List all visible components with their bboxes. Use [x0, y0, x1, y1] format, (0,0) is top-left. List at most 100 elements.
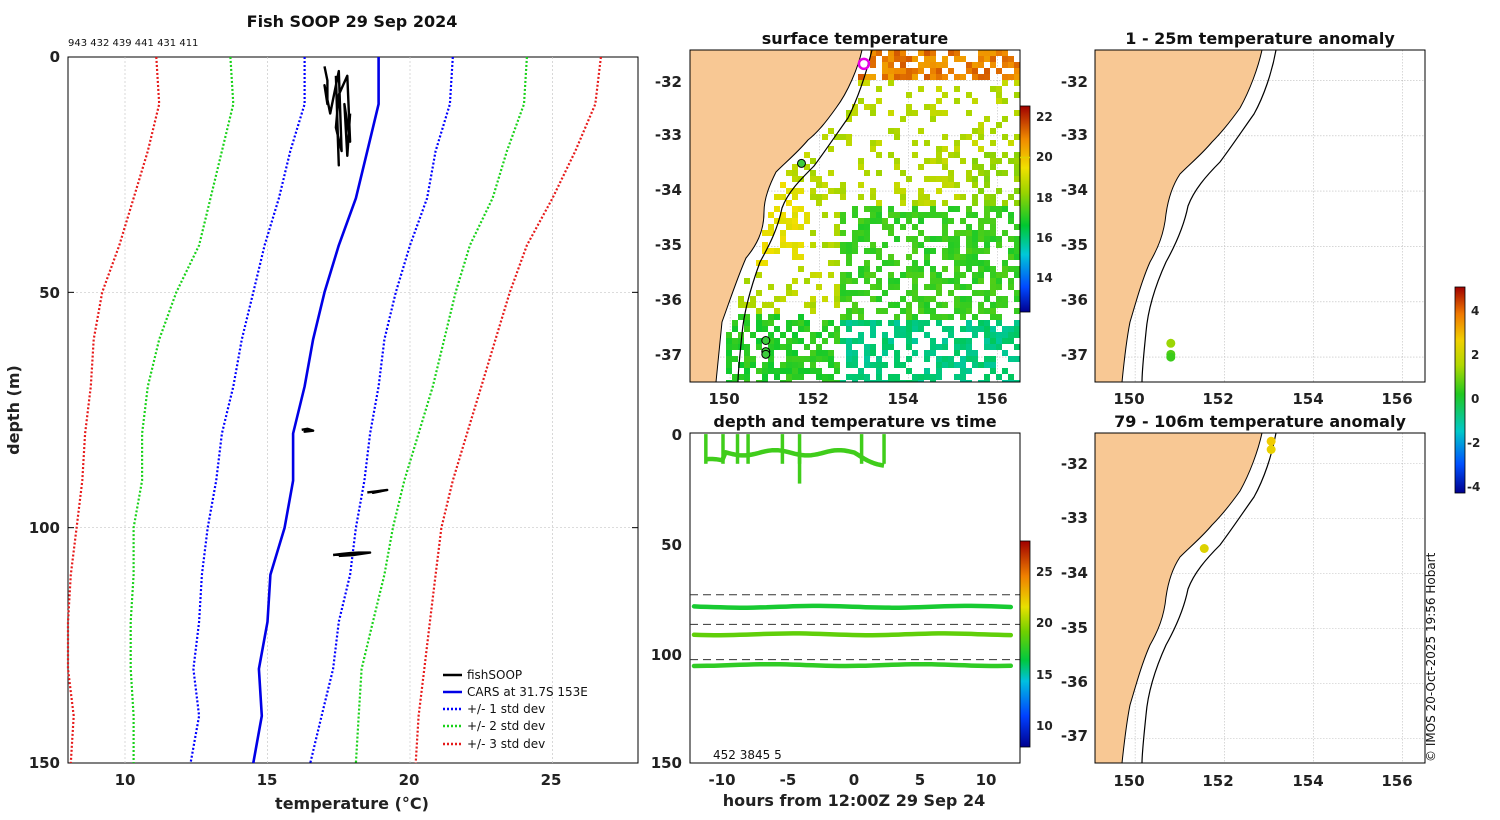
sst-pixel — [744, 326, 750, 332]
sst-pixel — [990, 326, 996, 332]
sst-pixel — [996, 242, 1002, 248]
sst-pixel — [972, 290, 978, 296]
anomaly-colorbar: 4 2 0 -2 -4 — [1454, 286, 1480, 494]
sst-pixel — [906, 380, 912, 382]
sst-pixel — [894, 380, 900, 382]
sst-pixel — [978, 266, 984, 272]
sst-pixel — [912, 74, 918, 80]
sst-pixel — [996, 68, 1002, 74]
sst-pixel — [894, 356, 900, 362]
sst-pixel — [966, 248, 972, 254]
sst-pixel — [870, 332, 876, 338]
anom-shallow-ytick-label: -35 — [1061, 236, 1088, 254]
sst-pixel — [954, 302, 960, 308]
sst-pixel — [900, 194, 906, 200]
sst-pixel — [942, 182, 948, 188]
sst-pixel — [864, 290, 870, 296]
sst-pixel — [852, 242, 858, 248]
profile-line-cars-mean — [252, 57, 380, 764]
anom-deep-xtick-label: 150 — [1113, 772, 1144, 790]
sst-pixel — [942, 56, 948, 62]
sst-xtick-label: 150 — [708, 390, 739, 408]
sst-pixel — [792, 164, 798, 170]
sst-pixel — [984, 194, 990, 200]
sst-pixel — [966, 212, 972, 218]
sst-pixel — [912, 290, 918, 296]
sst-pixel — [786, 188, 792, 194]
sst-pixel — [864, 248, 870, 254]
sst-pixel — [894, 182, 900, 188]
sst-pixel — [942, 278, 948, 284]
sst-pixel — [1014, 308, 1020, 314]
sst-pixel — [984, 236, 990, 242]
sst-pixel — [936, 74, 942, 80]
sst-colorbar-tick: 14 — [1036, 271, 1053, 285]
sst-ytick-label: -32 — [655, 73, 682, 91]
depth-time-colorbar-gradient — [1019, 540, 1031, 748]
sst-pixel — [912, 266, 918, 272]
sst-pixel — [840, 212, 846, 218]
sst-pixel — [1008, 266, 1014, 272]
sst-pixel — [756, 344, 762, 350]
sst-pixel — [804, 344, 810, 350]
sst-pixel — [966, 266, 972, 272]
sst-pixel — [756, 272, 762, 278]
depth-time-dashed-lines — [690, 594, 1020, 661]
sst-pixel — [1014, 380, 1020, 382]
sst-pixel — [984, 74, 990, 80]
sst-pixel — [966, 242, 972, 248]
sst-pixel — [918, 86, 924, 92]
sst-pixel — [930, 158, 936, 164]
sst-pixel — [804, 278, 810, 284]
sst-panel: surface temperature -32 -33 -34 -35 -36 … — [655, 29, 1053, 408]
sst-pixel — [942, 266, 948, 272]
sst-pixel — [900, 308, 906, 314]
sst-pixel — [1014, 344, 1020, 350]
sst-pixel — [936, 98, 942, 104]
sst-pixel — [840, 194, 846, 200]
sst-pixel — [774, 344, 780, 350]
sst-pixel — [906, 92, 912, 98]
sst-pixel — [912, 326, 918, 332]
sst-pixel — [930, 314, 936, 320]
sst-pixel — [984, 374, 990, 380]
depth-time-xtick-label: 5 — [915, 771, 925, 789]
sst-pixel — [906, 290, 912, 296]
sst-pixel — [918, 128, 924, 134]
sst-pixel — [930, 62, 936, 68]
sst-pixel — [960, 374, 966, 380]
sst-pixel — [1008, 284, 1014, 290]
sst-pixel — [840, 296, 846, 302]
profile-xtick-label: 20 — [399, 771, 420, 789]
sst-pixel — [984, 176, 990, 182]
sst-pixel — [726, 362, 732, 368]
sst-pixel — [930, 374, 936, 380]
sst-pixel — [744, 380, 750, 382]
sst-pixel — [744, 356, 750, 362]
sst-pixel — [1014, 152, 1020, 158]
sst-pixel — [954, 362, 960, 368]
anom-deep-ticks: -32 -33 -34 -35 -36 -37 150 152 154 156 — [1061, 455, 1413, 790]
sst-pixel — [846, 362, 852, 368]
sst-pixel — [780, 218, 786, 224]
sst-pixel — [810, 188, 816, 194]
sst-pixel — [828, 374, 834, 380]
sst-pixel — [798, 242, 804, 248]
sst-pixel — [822, 374, 828, 380]
sst-pixel — [810, 338, 816, 344]
sst-pixel — [888, 374, 894, 380]
sst-pixel — [834, 242, 840, 248]
sst-pixel — [972, 212, 978, 218]
sst-pixel — [1002, 260, 1008, 266]
sst-pixel — [918, 188, 924, 194]
sst-pixel — [906, 254, 912, 260]
sst-pixel — [942, 236, 948, 242]
sst-pixel — [948, 314, 954, 320]
sst-pixel — [960, 158, 966, 164]
profile-fish-trace — [367, 488, 389, 494]
sst-pixel — [852, 206, 858, 212]
sst-pixel — [750, 296, 756, 302]
sst-pixel — [972, 74, 978, 80]
sst-pixel — [936, 314, 942, 320]
